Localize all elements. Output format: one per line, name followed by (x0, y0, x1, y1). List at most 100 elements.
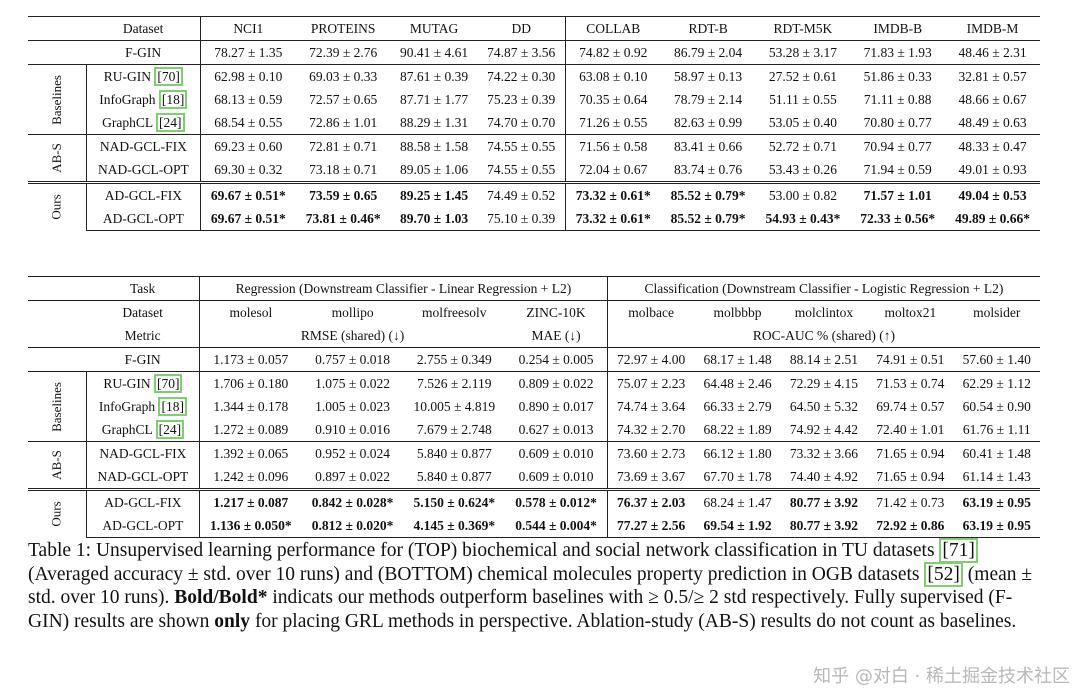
column-header: IMDB-M (945, 16, 1040, 41)
value-cell: 53.43 ± 0.26 (768, 161, 837, 177)
value-cell: 74.55 ± 0.55 (477, 134, 566, 158)
value-cell: 85.52 ± 0.79* (660, 181, 756, 207)
value-cell: 1.706 ± 0.180 (199, 371, 302, 395)
metric-roc: ROC-AUC % (shared) (↑) (607, 324, 1040, 348)
value-cell: 53.00 ± 0.82 (755, 181, 851, 207)
task-label: Task (86, 276, 200, 301)
value-cell: 73.69 ± 3.67 (617, 468, 686, 484)
citation-link[interactable]: [24] (155, 419, 185, 439)
value-cell: 5.840 ± 0.877 (403, 441, 506, 465)
task-row: Task Regression (Downstream Classifier - … (28, 276, 1040, 301)
value-cell: 58.97 ± 0.13 (660, 64, 756, 88)
method-label: NAD-GCL-FIX (99, 445, 187, 461)
method-name: AD-GCL-OPT (86, 207, 201, 231)
value-cell: 83.41 ± 0.66 (660, 134, 756, 158)
method-name: F-GIN (86, 40, 201, 65)
value-cell: 51.86 ± 0.33 (850, 64, 946, 88)
method-name: AD-GCL-OPT (86, 514, 200, 538)
citation-link[interactable]: [18] (158, 396, 187, 416)
value-cell: 74.32 ± 2.70 (617, 421, 686, 437)
column-header: PROTEINS (295, 16, 391, 41)
group-label-text: Baselines (48, 381, 64, 432)
value-cell: 71.94 ± 0.59 (863, 161, 932, 177)
value-cell: 75.23 ± 0.39 (477, 88, 566, 111)
column-header: ZINC-10K (505, 300, 608, 324)
value-cell: 10.005 ± 4.819 (413, 398, 496, 414)
group-label-text: Ours (48, 501, 64, 527)
method-name: InfoGraph [18] (86, 395, 200, 418)
value-cell: 48.33 ± 0.47 (945, 134, 1040, 158)
value-cell: 62.29 ± 1.12 (953, 371, 1040, 395)
value-cell: 0.757 ± 0.018 (315, 351, 391, 367)
citation-link[interactable]: [24] (156, 112, 185, 132)
value-cell: 0.254 ± 0.005 (505, 347, 608, 372)
column-header: MUTAG (390, 16, 478, 41)
value-cell: 64.48 ± 2.46 (694, 371, 781, 395)
column-header: molbace (628, 304, 674, 320)
table-row: Ours AD-GCL-FIX 69.67 ± 0.51* 73.59 ± 0.65 8… (28, 181, 1040, 231)
value-cell: 63.19 ± 0.95 (953, 488, 1040, 514)
method-name: InfoGraph [18] (86, 88, 201, 111)
value-cell: 71.11 ± 0.88 (863, 91, 932, 107)
value-cell: 1.344 ± 0.178 (213, 398, 289, 414)
value-cell: 80.77 ± 3.92 (780, 514, 868, 538)
table-row: F-GIN 78.27 ± 1.35 72.39 ± 2.76 90.41 ± 4.6… (28, 40, 1040, 65)
value-cell: 53.05 ± 0.40 (768, 114, 837, 130)
citation-link[interactable]: [18] (158, 89, 188, 109)
citation-link[interactable]: [70] (153, 373, 183, 393)
column-header: NCI1 (200, 16, 296, 41)
value-cell: 0.609 ± 0.010 (505, 441, 608, 465)
value-cell: 72.92 ± 0.86 (867, 514, 954, 538)
value-cell: 72.86 ± 1.01 (309, 114, 378, 130)
value-cell: 71.53 ± 0.74 (867, 371, 954, 395)
value-cell: 27.52 ± 0.61 (755, 64, 851, 88)
value-cell: 49.01 ± 0.93 (958, 161, 1027, 177)
corner-cell (28, 301, 86, 325)
bottom-results-table: Task Regression (Downstream Classifier - … (28, 276, 1040, 538)
value-cell: 63.19 ± 0.95 (953, 514, 1040, 538)
value-cell: 71.65 ± 0.94 (867, 441, 954, 465)
value-cell: 71.65 ± 0.94 (876, 468, 945, 484)
method-name: RU-GIN [70] (86, 64, 201, 88)
value-cell: 1.075 ± 0.022 (301, 371, 404, 395)
value-cell: 48.49 ± 0.63 (958, 114, 1027, 130)
value-cell: 72.39 ± 2.76 (309, 44, 378, 60)
column-header: DD (477, 16, 566, 41)
value-cell: 88.29 ± 1.31 (400, 114, 469, 130)
value-cell: 1.272 ± 0.089 (213, 421, 289, 437)
value-cell: 80.77 ± 3.92 (780, 488, 868, 514)
value-cell: 82.63 ± 0.99 (674, 114, 743, 130)
value-cell: 0.578 ± 0.012* (505, 488, 608, 514)
value-cell: 60.41 ± 1.48 (953, 441, 1040, 465)
column-header: IMDB-B (850, 16, 946, 41)
table-row: Baselines RU-GIN [70] 1.706 ± 0.180 1.075 ±… (28, 371, 1040, 442)
value-cell: 88.58 ± 1.58 (390, 134, 478, 158)
value-cell: 0.609 ± 0.010 (505, 465, 608, 490)
method-label: RU-GIN (103, 375, 154, 391)
value-cell: 69.23 ± 0.60 (200, 134, 296, 158)
method-label: AD-GCL-OPT (102, 210, 184, 226)
table-row: F-GIN 1.173 ± 0.057 0.757 ± 0.018 2.755 ± 0… (28, 347, 1040, 372)
corner-cell (28, 41, 86, 65)
header-row: Dataset NCI1 PROTEINS MUTAG DD COLLAB RDT-B RDT… (28, 16, 1040, 41)
corner-cell (28, 16, 87, 41)
value-cell: 75.07 ± 2.23 (607, 371, 695, 395)
value-cell: 72.40 ± 1.01 (876, 421, 945, 437)
value-cell: 54.93 ± 0.43* (755, 207, 851, 231)
top-results-table: Dataset NCI1 PROTEINS MUTAG DD COLLAB RDT-B RDT… (28, 16, 1040, 231)
citation-link[interactable]: [70] (154, 66, 183, 86)
citation-link[interactable]: [71] (939, 538, 978, 563)
value-cell: 61.76 ± 1.11 (962, 421, 1031, 437)
method-name: NAD-GCL-FIX (86, 441, 200, 465)
value-cell: 49.04 ± 0.53 (945, 181, 1040, 207)
citation-link[interactable]: [52] (924, 561, 963, 587)
value-cell: 74.55 ± 0.55 (477, 158, 566, 183)
method-label: F-GIN (125, 44, 162, 60)
metric-rmse: RMSE (shared) (↓) (199, 324, 506, 348)
value-cell: 1.392 ± 0.065 (199, 441, 302, 465)
value-cell: 32.81 ± 0.57 (945, 64, 1040, 88)
value-cell: 75.10 ± 0.39 (477, 207, 566, 231)
method-label: F-GIN (124, 351, 161, 367)
corner-cell (28, 348, 86, 372)
dataset-label: Dataset (86, 16, 201, 41)
